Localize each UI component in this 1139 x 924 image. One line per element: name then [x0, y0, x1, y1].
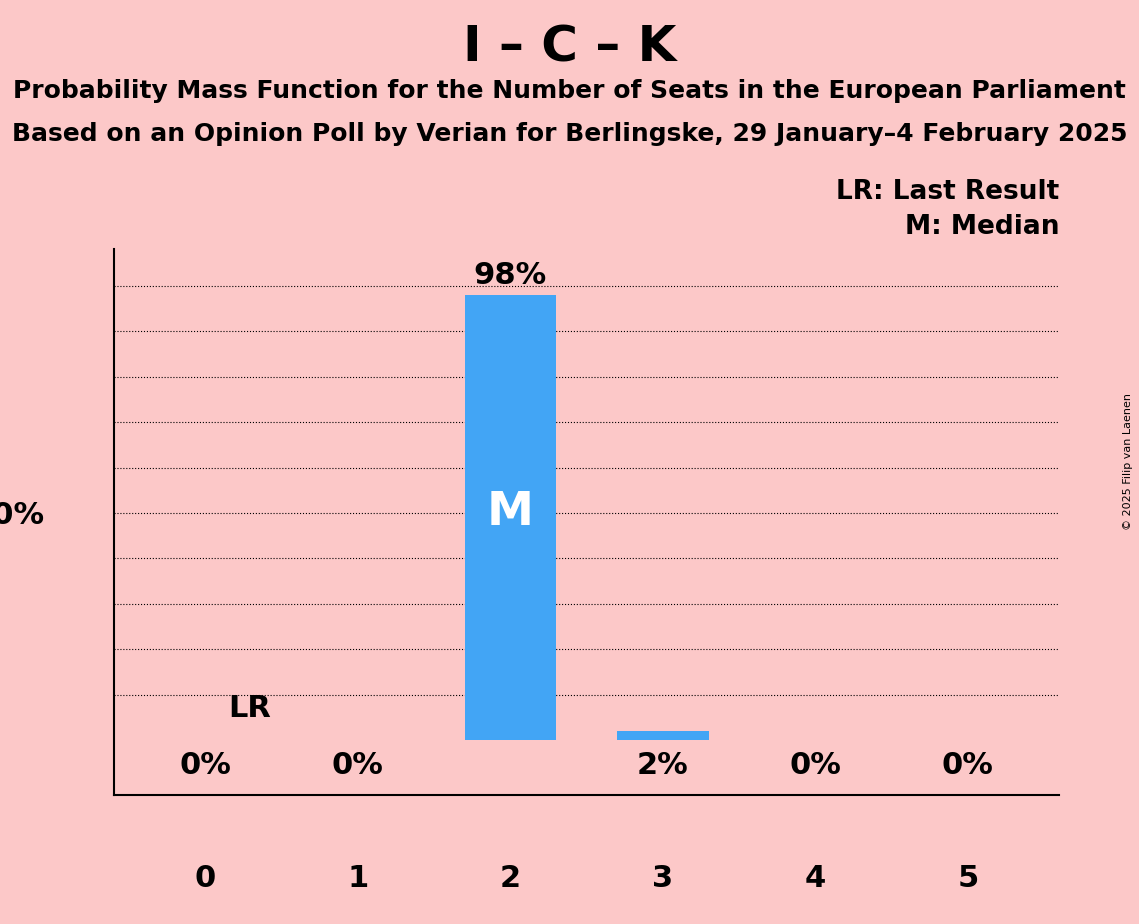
- Text: M: M: [486, 491, 534, 536]
- Text: LR: LR: [228, 694, 271, 723]
- Text: 0%: 0%: [331, 750, 384, 780]
- Text: Probability Mass Function for the Number of Seats in the European Parliament: Probability Mass Function for the Number…: [13, 79, 1126, 103]
- Text: 98%: 98%: [474, 261, 547, 290]
- Text: LR: Last Result: LR: Last Result: [836, 178, 1059, 204]
- Bar: [465, 295, 556, 740]
- Text: 0%: 0%: [789, 750, 842, 780]
- Text: Based on an Opinion Poll by Verian for Berlingske, 29 January–4 February 2025: Based on an Opinion Poll by Verian for B…: [11, 122, 1128, 146]
- Text: M: Median: M: Median: [904, 214, 1059, 240]
- Text: © 2025 Filip van Laenen: © 2025 Filip van Laenen: [1123, 394, 1133, 530]
- Text: 2%: 2%: [637, 750, 689, 780]
- Text: I – C – K: I – C – K: [462, 23, 677, 71]
- Bar: [617, 731, 708, 740]
- Text: 0%: 0%: [180, 750, 231, 780]
- Text: 0%: 0%: [942, 750, 993, 780]
